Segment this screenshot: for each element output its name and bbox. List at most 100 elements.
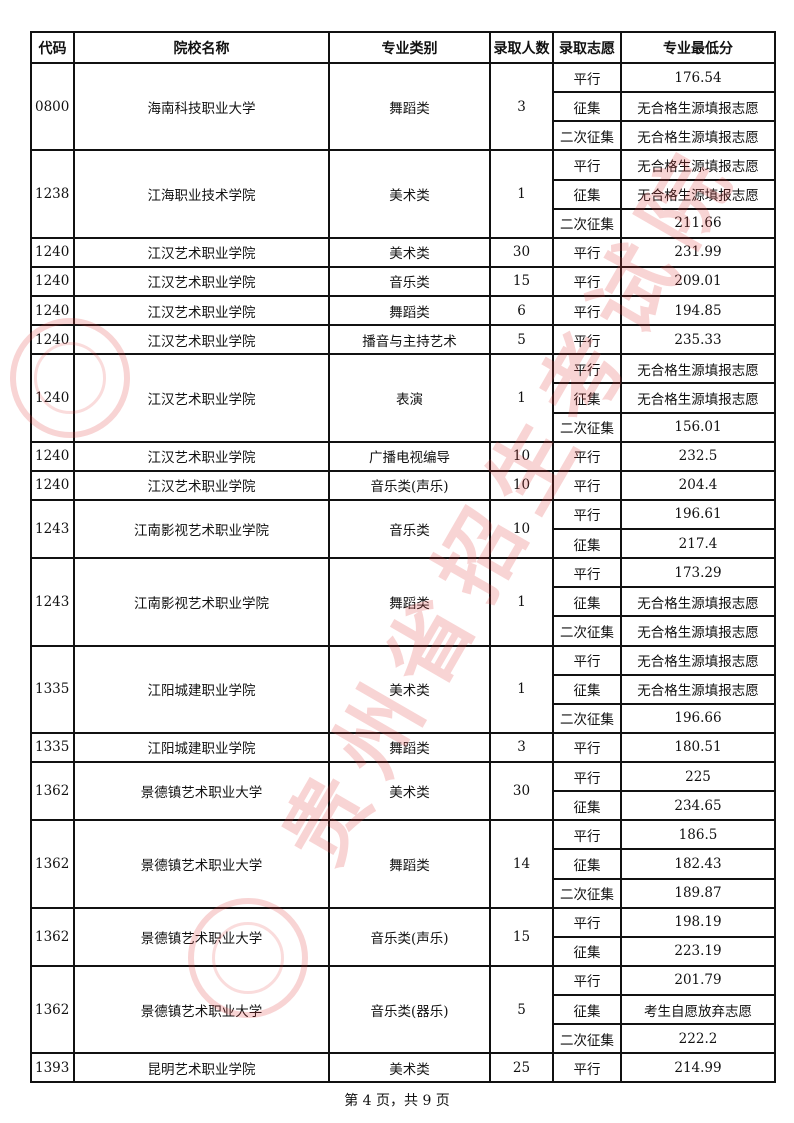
header-round: 录取志愿 (552, 31, 622, 64)
table-row: 1240 江汉艺术职业学院 广播电视编导 10 平行 232.5 (30, 440, 776, 472)
cell-count: 1 (489, 149, 554, 239)
cell-code: 1393 (30, 1052, 75, 1084)
cell-min-score: 173.29 (620, 557, 776, 589)
cell-school: 江阳城建职业学院 (73, 644, 330, 734)
cell-code: 1240 (30, 265, 75, 298)
cell-min-score: 无合格生源填报志愿 (620, 644, 776, 676)
cell-count: 10 (489, 469, 554, 501)
cell-round: 平行 (552, 294, 622, 327)
cell-round: 平行 (552, 353, 622, 385)
cell-count: 10 (489, 440, 554, 472)
cell-count: 1 (489, 557, 554, 647)
cell-school: 昆明艺术职业学院 (73, 1052, 330, 1084)
header-school: 院校名称 (73, 31, 330, 64)
cell-school: 江海职业技术学院 (73, 149, 330, 239)
page-footer: 第 4 页，共 9 页 (344, 1093, 450, 1109)
cell-min-score: 无合格生源填报志愿 (620, 615, 776, 647)
cell-min-score: 182.43 (620, 848, 776, 880)
cell-round: 征集 (552, 527, 622, 560)
cell-round: 平行 (552, 469, 622, 501)
table-row: 1240 江汉艺术职业学院 播音与主持艺术 5 平行 235.33 (30, 324, 776, 356)
cell-code: 1240 (30, 353, 75, 443)
cell-round: 平行 (552, 906, 622, 938)
cell-min-score: 223.19 (620, 935, 776, 967)
cell-round: 平行 (552, 557, 622, 589)
table-row: 1240 江汉艺术职业学院 舞蹈类 6 平行 194.85 (30, 294, 776, 327)
table-body: 0800 海南科技职业大学 舞蹈类 3 平行 176.54 征集 无合格生源填报志愿 二次征集无… (30, 61, 776, 1084)
cell-major: 音乐类 (328, 498, 491, 560)
cell-min-score: 无合格生源填报志愿 (620, 353, 776, 385)
cell-min-score: 无合格生源填报志愿 (620, 91, 776, 123)
cell-min-score: 222.2 (620, 1023, 776, 1055)
table-row: 征集 无合格生源填报志愿 (31, 586, 776, 618)
cell-count: 1 (489, 644, 554, 734)
cell-major: 舞蹈类 (328, 61, 491, 152)
header-major: 专业类别 (328, 31, 491, 64)
cell-major: 舞蹈类 (328, 557, 491, 647)
table-row: 征集 234.65 (31, 790, 776, 822)
cell-count: 5 (489, 964, 554, 1055)
cell-round: 平行 (552, 819, 622, 851)
cell-count: 15 (489, 265, 554, 298)
cell-school: 江汉艺术职业学院 (73, 353, 330, 443)
cell-code: 1240 (30, 236, 75, 268)
cell-school: 江汉艺术职业学院 (73, 469, 330, 501)
cell-code: 1335 (30, 644, 75, 734)
cell-min-score: 180.51 (620, 731, 776, 764)
table-row: 征集 无合格生源填报志愿 (31, 673, 776, 705)
cell-major: 音乐类(器乐) (328, 964, 491, 1055)
cell-code: 1240 (30, 469, 75, 501)
header-min-score: 专业最低分 (620, 31, 776, 64)
table-row: 1362 景德镇艺术职业大学 音乐类(声乐) 15 平行 198.19 (30, 906, 776, 967)
cell-min-score: 186.5 (620, 819, 776, 851)
table-row: 1240 江汉艺术职业学院 表演 1 平行 无合格生源填报志愿 (30, 353, 776, 443)
cell-round: 平行 (552, 440, 622, 472)
cell-min-score: 176.54 (620, 61, 776, 94)
cell-major: 美术类 (328, 236, 491, 268)
cell-major: 美术类 (328, 149, 491, 239)
cell-min-score: 无合格生源填报志愿 (620, 673, 776, 705)
table-row: 1243 江南影视艺术职业学院 舞蹈类 1 平行 173.29 (30, 557, 776, 647)
cell-min-score: 无合格生源填报志愿 (620, 586, 776, 618)
cell-min-score: 217.4 (620, 527, 776, 560)
table-row: 1238 江海职业技术学院 美术类 1 平行 无合格生源填报志愿 (30, 149, 776, 239)
table-row: 二次征集 222.2 (31, 1023, 776, 1055)
cell-school: 江汉艺术职业学院 (73, 294, 330, 327)
cell-min-score: 考生自愿放弃志愿 (620, 993, 776, 1026)
cell-round: 二次征集 (552, 702, 622, 734)
cell-school: 景德镇艺术职业大学 (73, 964, 330, 1055)
cell-count: 15 (489, 906, 554, 967)
cell-min-score: 198.19 (620, 906, 776, 938)
cell-major: 美术类 (328, 1052, 491, 1084)
cell-code: 1243 (30, 498, 75, 560)
cell-round: 征集 (552, 178, 622, 210)
cell-count: 10 (489, 498, 554, 560)
cell-code: 1240 (30, 294, 75, 327)
cell-round: 征集 (552, 586, 622, 618)
cell-code: 1362 (30, 964, 75, 1055)
cell-code: 1362 (30, 906, 75, 967)
table-row: 1335 江阳城建职业学院 舞蹈类 3 平行 180.51 (30, 731, 776, 764)
cell-round: 二次征集 (552, 120, 622, 152)
table-row: 0800 海南科技职业大学 舞蹈类 3 平行 176.54 (30, 61, 776, 152)
cell-round: 征集 (552, 935, 622, 967)
cell-code: 1240 (30, 324, 75, 356)
table-row: 二次征集 196.66 (31, 702, 776, 734)
cell-min-score: 189.87 (620, 877, 776, 909)
cell-min-score: 156.01 (620, 411, 776, 443)
cell-count: 30 (489, 236, 554, 268)
cell-min-score: 209.01 (620, 265, 776, 298)
table-row: 二次征集 189.87 (31, 877, 776, 909)
cell-round: 平行 (552, 1052, 622, 1084)
cell-round: 二次征集 (552, 411, 622, 443)
cell-min-score: 201.79 (620, 964, 776, 997)
table-row: 二次征集 211.66 (31, 207, 776, 239)
cell-school: 景德镇艺术职业大学 (73, 906, 330, 967)
table-row: 1362 景德镇艺术职业大学 舞蹈类 14 平行 186.5 (30, 819, 776, 909)
table-row: 1362 景德镇艺术职业大学 音乐类(器乐) 5 平行 201.79 (30, 964, 776, 1055)
table-row: 二次征集 无合格生源填报志愿 (31, 615, 776, 647)
cell-major: 美术类 (328, 644, 491, 734)
table-row: 征集 无合格生源填报志愿 (31, 382, 776, 414)
table-row: 1335 江阳城建职业学院 美术类 1 平行 无合格生源填报志愿 (30, 644, 776, 734)
cell-major: 舞蹈类 (328, 819, 491, 909)
